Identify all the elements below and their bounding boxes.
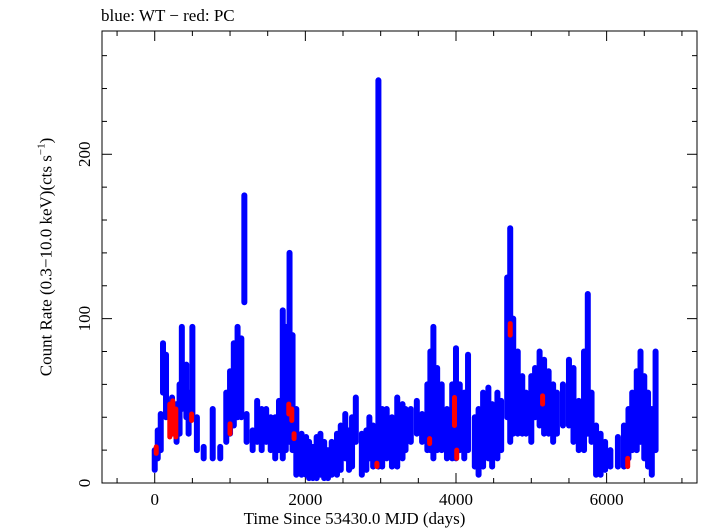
wt-series — [151, 77, 659, 482]
y-tick-label: 200 — [75, 142, 94, 168]
y-axis-label: Count Rate (0.3−10.0 keV)(cts s−1) — [36, 138, 57, 377]
y-tick-label: 100 — [75, 306, 94, 332]
axis-ticks — [102, 31, 697, 484]
x-tick-label: 6000 — [590, 490, 624, 509]
x-tick-label: 0 — [150, 490, 159, 509]
pc-series — [153, 321, 631, 470]
y-axis-label-sup: −1 — [35, 143, 48, 156]
x-tick-label: 4000 — [439, 490, 473, 509]
y-axis-label-main: Count Rate (0.3−10.0 keV)(cts s — [36, 155, 56, 377]
plot-frame — [101, 30, 698, 484]
x-tick-label: 2000 — [288, 490, 322, 509]
y-axis-label-end: ) — [36, 137, 56, 144]
tick-labels: 0 2000 4000 6000 0 100 200 — [75, 142, 624, 509]
chart-title: blue: WT − red: PC — [101, 6, 235, 25]
y-tick-label: 0 — [75, 479, 94, 488]
x-axis-label: Time Since 53430.0 MJD (days) — [243, 509, 466, 528]
